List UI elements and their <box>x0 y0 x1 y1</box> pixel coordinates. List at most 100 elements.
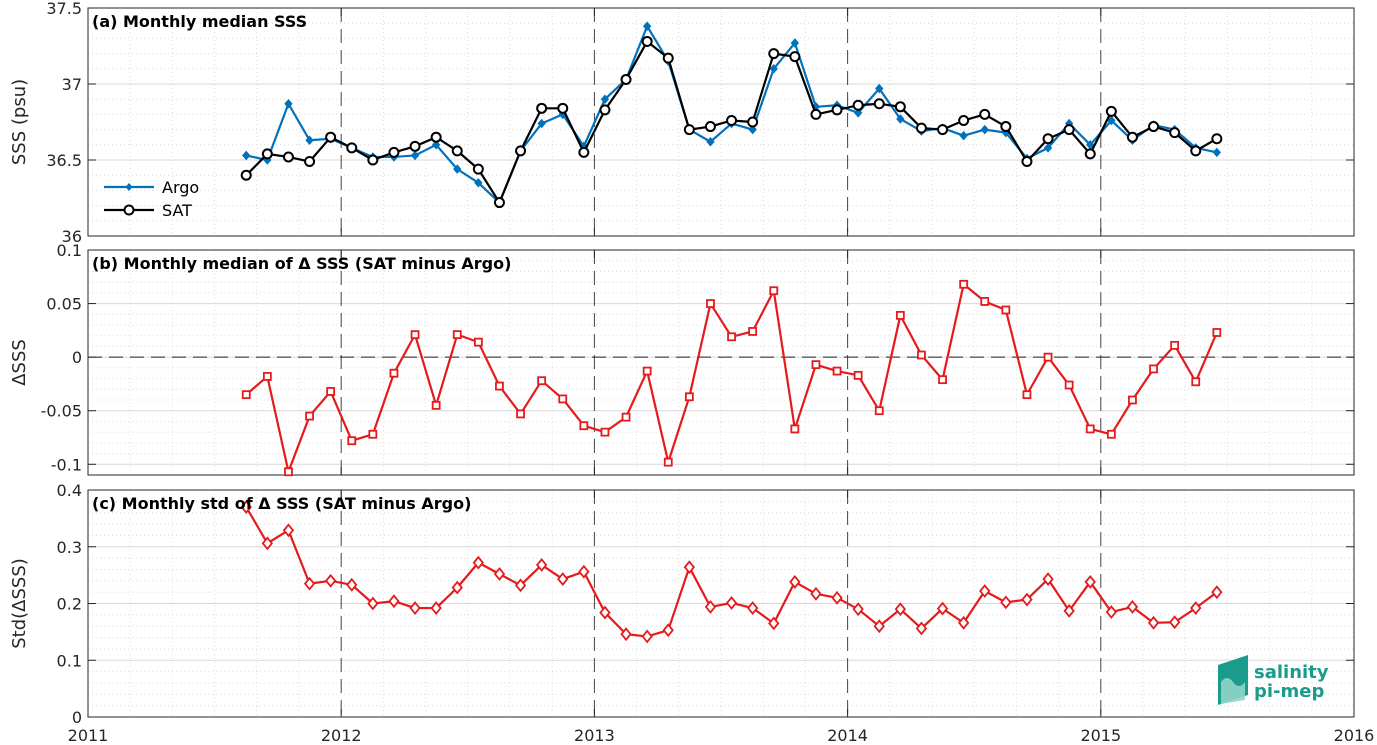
data-point <box>1064 380 1074 390</box>
data-point <box>1211 133 1223 145</box>
data-point <box>241 390 251 400</box>
data-point <box>1084 575 1096 589</box>
data-point <box>303 576 316 591</box>
data-point <box>409 601 421 615</box>
data-point <box>810 108 822 120</box>
logo-wave-icon <box>1221 678 1245 704</box>
data-point <box>1063 603 1075 618</box>
data-point <box>642 21 652 31</box>
data-point <box>896 114 905 124</box>
data-point <box>557 102 569 114</box>
axes-box <box>87 249 1355 476</box>
data-point <box>1107 115 1116 126</box>
series-line <box>245 506 1218 638</box>
y-tick-label: 0.1 <box>57 651 82 670</box>
data-point <box>409 140 421 152</box>
data-point <box>1170 340 1180 350</box>
data-point <box>704 121 716 133</box>
data-point <box>642 366 652 376</box>
data-point <box>516 409 525 419</box>
data-point <box>240 500 252 514</box>
data-point <box>1168 615 1181 630</box>
data-point <box>326 387 336 396</box>
data-point <box>410 150 420 161</box>
data-point <box>347 436 357 446</box>
data-point <box>1191 377 1201 387</box>
data-point <box>747 116 759 128</box>
data-point <box>958 114 970 126</box>
y-tick-label: 0 <box>72 708 82 727</box>
data-point <box>367 154 379 166</box>
data-point <box>726 114 738 126</box>
data-point <box>746 601 759 615</box>
data-point <box>474 178 483 188</box>
data-point <box>894 602 907 617</box>
data-point <box>768 48 780 60</box>
data-point <box>790 424 800 434</box>
data-point <box>725 596 738 610</box>
data-point <box>1043 143 1053 153</box>
panel-title: (b) Monthly median of Δ SSS (SAT minus A… <box>92 254 511 273</box>
data-point <box>748 124 757 135</box>
data-point <box>1105 605 1118 619</box>
data-point <box>536 102 548 114</box>
data-point <box>1190 601 1202 615</box>
data-point <box>875 83 884 94</box>
data-point <box>451 145 463 157</box>
data-point <box>452 330 462 340</box>
data-point <box>431 140 441 150</box>
y-tick-label: 0.3 <box>57 538 82 557</box>
legend: Argo SAT <box>104 178 199 220</box>
data-point <box>284 99 293 109</box>
data-point <box>1190 145 1202 157</box>
y-axis-label: ΔSSS <box>9 339 30 386</box>
data-point <box>706 299 715 308</box>
data-point <box>917 350 926 360</box>
data-point <box>431 400 441 410</box>
data-point <box>727 332 736 342</box>
data-point <box>535 557 548 572</box>
x-tick-label: 2013 <box>574 726 615 745</box>
series-line <box>246 25 1218 204</box>
data-point <box>493 197 505 209</box>
data-point <box>683 124 695 136</box>
data-point <box>1021 156 1033 168</box>
data-point <box>873 619 885 634</box>
data-point <box>641 35 653 47</box>
data-point <box>1021 592 1033 607</box>
data-point <box>748 327 758 336</box>
data-point <box>284 467 293 477</box>
data-point <box>325 131 337 143</box>
data-point <box>853 370 863 380</box>
data-point <box>979 584 991 598</box>
data-point <box>959 279 969 289</box>
panel-b: -0.1 -0.05 0 0.05 0.1 ΔSSS (b) Monthly median … <box>9 241 1355 477</box>
data-point <box>662 52 674 64</box>
data-point <box>346 142 358 154</box>
series-delta-sss <box>241 279 1222 477</box>
data-point <box>1211 585 1223 600</box>
data-point <box>600 94 610 104</box>
data-point <box>430 601 442 615</box>
data-point <box>472 555 485 570</box>
x-tick-label: 2015 <box>1080 726 1121 745</box>
data-point <box>1001 305 1011 315</box>
data-point <box>1084 148 1096 160</box>
data-point <box>768 616 780 631</box>
data-point <box>663 457 673 467</box>
data-point <box>852 602 864 617</box>
panel-c: 0 0.1 0.2 0.3 0.4 2011 2012 2013 2014 2015 2016 Std… <box>9 481 1374 745</box>
data-point <box>790 38 800 48</box>
legend-label-sat: SAT <box>162 201 192 220</box>
data-point <box>683 560 696 575</box>
series-sat <box>240 35 1223 209</box>
y-tick-label: 36.5 <box>46 151 82 170</box>
data-point <box>493 567 506 581</box>
data-point <box>706 137 715 147</box>
data-point <box>430 131 442 143</box>
data-point <box>1212 147 1222 158</box>
data-point <box>410 330 420 340</box>
panel-title: (a) Monthly median SSS <box>92 12 307 31</box>
data-point <box>1042 572 1054 587</box>
